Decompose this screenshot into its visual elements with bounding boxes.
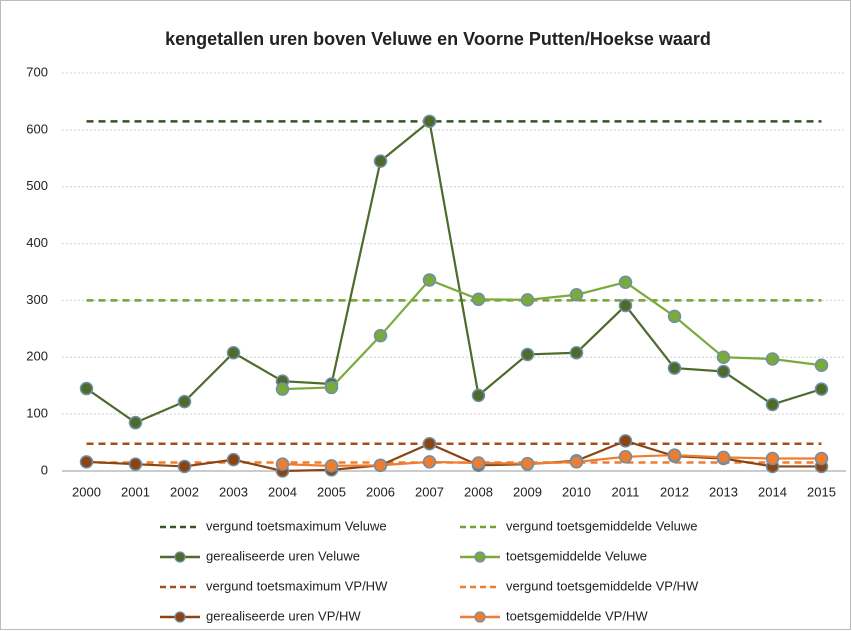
- x-tick-label: 2014: [758, 484, 787, 499]
- data-point: [471, 388, 486, 403]
- y-tick-label: 700: [26, 64, 48, 79]
- y-tick-label: 300: [26, 292, 48, 307]
- x-tick-label: 2002: [170, 484, 199, 499]
- legend-label: vergund toetsmaximum Veluwe: [206, 518, 387, 533]
- legend-label: gerealiseerde uren Veluwe: [206, 548, 360, 563]
- chart-title: kengetallen uren boven Veluwe en Voorne …: [165, 29, 711, 49]
- series-line: [282, 453, 822, 467]
- legend-label: toetsgemiddelde VP/HW: [506, 608, 648, 623]
- data-point: [324, 380, 339, 395]
- data-point: [79, 381, 94, 396]
- data-point: [716, 450, 731, 465]
- data-point: [765, 397, 780, 412]
- data-point: [569, 455, 584, 469]
- y-tick-label: 0: [41, 462, 48, 477]
- data-point: [569, 345, 584, 360]
- data-point: [128, 415, 143, 430]
- data-point: [275, 457, 290, 471]
- data-point: [667, 309, 682, 324]
- y-tick-label: 100: [26, 406, 48, 421]
- data-point: [667, 448, 682, 462]
- data-point: [324, 459, 339, 473]
- data-point: [618, 275, 633, 289]
- data-point: [275, 382, 290, 396]
- y-tick-label: 400: [26, 235, 48, 250]
- data-point: [128, 457, 143, 471]
- legend-marker: [474, 611, 486, 623]
- data-point: [422, 273, 437, 287]
- data-point: [373, 328, 388, 343]
- data-point: [569, 287, 584, 302]
- data-point: [79, 455, 94, 469]
- data-point: [716, 350, 731, 365]
- data-point: [373, 154, 388, 168]
- x-tick-label: 2000: [72, 484, 101, 499]
- legend-label: toetsgemiddelde Veluwe: [506, 548, 647, 563]
- data-point: [814, 358, 829, 372]
- x-tick-label: 2008: [464, 484, 493, 499]
- legend-marker: [474, 551, 486, 563]
- x-tick-label: 2005: [317, 484, 346, 499]
- x-tick-label: 2015: [807, 484, 836, 499]
- x-tick-label: 2009: [513, 484, 542, 499]
- data-point: [520, 347, 535, 362]
- data-point: [422, 455, 437, 469]
- x-tick-label: 2003: [219, 484, 248, 499]
- data-point: [422, 436, 437, 451]
- series-line: [86, 439, 822, 473]
- x-tick-label: 2004: [268, 484, 297, 499]
- data-point: [667, 361, 682, 375]
- x-tick-label: 2001: [121, 484, 150, 499]
- data-point: [618, 450, 633, 464]
- data-point: [471, 456, 486, 470]
- data-point: [471, 292, 486, 307]
- legend-marker: [174, 551, 186, 563]
- data-point: [765, 352, 780, 366]
- x-tick-label: 2010: [562, 484, 591, 499]
- data-point: [716, 364, 731, 379]
- y-tick-label: 600: [26, 121, 48, 136]
- x-tick-label: 2013: [709, 484, 738, 499]
- data-point: [422, 114, 437, 129]
- x-tick-label: 2011: [612, 484, 640, 499]
- data-point: [177, 394, 192, 409]
- legend-label: vergund toetsmaximum VP/HW: [206, 578, 388, 593]
- x-tick-label: 2012: [660, 484, 689, 499]
- data-point: [618, 434, 633, 448]
- data-point: [226, 452, 241, 467]
- y-tick-label: 500: [26, 178, 48, 193]
- data-point: [814, 382, 829, 396]
- data-point: [373, 458, 388, 473]
- x-tick-label: 2007: [415, 484, 444, 499]
- data-point: [520, 293, 535, 307]
- data-point: [618, 298, 633, 313]
- data-point: [520, 456, 535, 471]
- series-line: [85, 119, 822, 424]
- data-point: [814, 451, 829, 466]
- y-tick-label: 200: [26, 349, 48, 364]
- data-point: [765, 451, 780, 466]
- legend-marker: [174, 611, 186, 623]
- legend-label: vergund toetsgemiddelde VP/HW: [506, 578, 699, 593]
- data-point: [177, 459, 192, 474]
- x-tick-label: 2006: [366, 484, 395, 499]
- legend-label: vergund toetsgemiddelde Veluwe: [506, 518, 698, 533]
- legend-label: gerealiseerde uren VP/HW: [206, 608, 361, 623]
- data-point: [226, 345, 241, 360]
- series-line: [282, 278, 822, 391]
